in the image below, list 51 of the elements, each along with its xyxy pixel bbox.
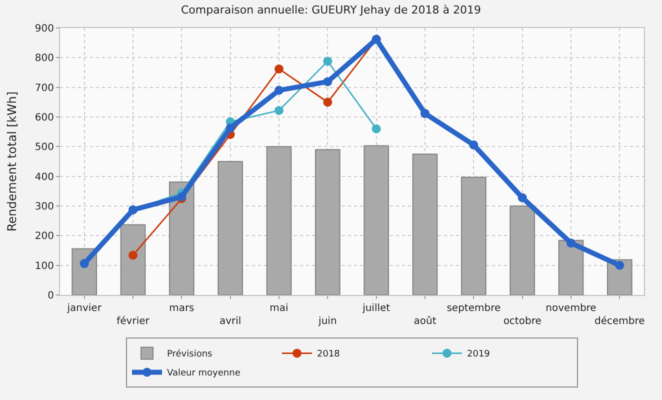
point (128, 250, 138, 260)
y-tick-label: 500 (34, 142, 54, 154)
bar (169, 181, 194, 295)
y-tick-label: 300 (34, 202, 54, 212)
bar (266, 146, 292, 295)
x-tick-label: décembre (594, 316, 645, 327)
bar (510, 206, 535, 295)
point (226, 123, 235, 132)
legend-label: 2019 (467, 350, 490, 360)
point (323, 98, 332, 107)
bar (218, 161, 243, 295)
x-tick-label: juillet (362, 303, 390, 314)
x-tick-label: février (116, 316, 150, 327)
point (372, 124, 381, 134)
x-tick-label: août (414, 316, 436, 327)
y-tick-label: 800 (34, 53, 54, 64)
point (323, 56, 332, 66)
point (274, 86, 284, 95)
bar (412, 154, 438, 295)
y-tick-label: 600 (34, 112, 54, 124)
point (274, 64, 284, 74)
bar (364, 145, 389, 295)
legend-label: 2018 (317, 350, 340, 360)
point (615, 260, 624, 270)
bar (461, 176, 486, 295)
y-axis-title: Rendement total [kWh] (5, 91, 20, 232)
bar (120, 224, 146, 295)
x-tick-label: mars (169, 303, 194, 314)
point (274, 106, 284, 115)
chart-title: Comparaison annuelle: GUEURY Jehay de 2018 à 2019 (180, 4, 482, 17)
x-tick-label: septembre (446, 303, 501, 314)
y-tick-label: 400 (34, 172, 54, 183)
y-tick-label: 100 (34, 260, 54, 272)
y-tick-label: 900 (34, 24, 54, 34)
point (469, 140, 478, 150)
x-tick-label: avril (219, 316, 242, 327)
y-tick-label: 200 (34, 231, 54, 242)
legend-label: Prévisions (167, 348, 213, 360)
point (566, 238, 576, 248)
bar (558, 240, 584, 295)
y-tick-label: 700 (34, 82, 54, 94)
x-tick-label: novembre (546, 303, 596, 314)
x-tick-label: janvier (66, 303, 102, 314)
point (518, 193, 527, 202)
x-tick-label: octobre (503, 316, 542, 327)
bar (315, 149, 340, 295)
point (323, 77, 332, 86)
x-tick-label: mai (270, 303, 288, 314)
y-tick-label: 0 (48, 290, 54, 302)
x-tick-label: juin (318, 316, 337, 327)
legend-label: Valeur moyenne (167, 368, 241, 379)
